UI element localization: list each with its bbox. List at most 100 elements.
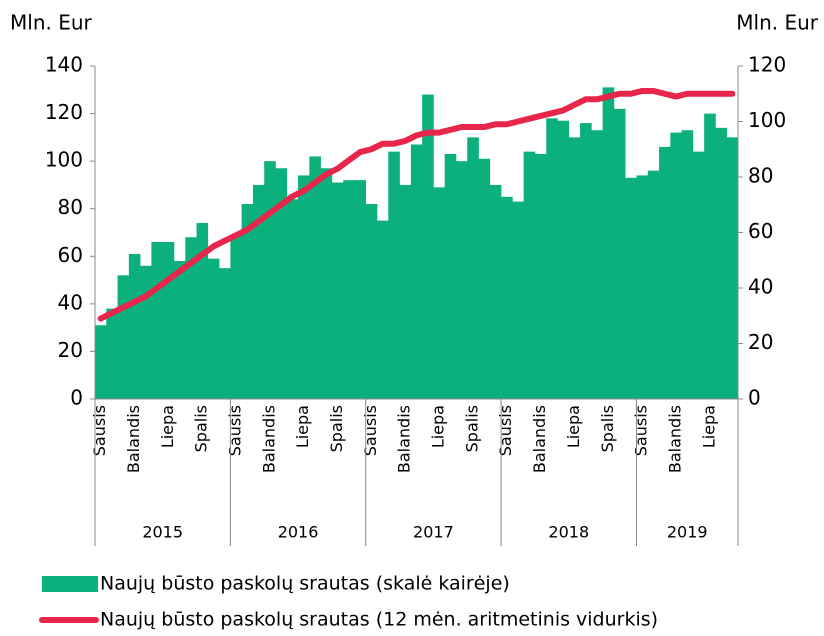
bar — [241, 203, 254, 399]
bar — [433, 187, 446, 399]
x-tick-label: Liepa — [564, 405, 583, 448]
line — [97, 87, 736, 322]
bar — [343, 180, 355, 399]
y2-tick-label: 20 — [748, 330, 773, 354]
bar — [128, 253, 141, 399]
x-tick-label: Balandis — [259, 405, 278, 473]
legend-swatch — [42, 576, 98, 592]
y-tick-label: 40 — [58, 290, 83, 314]
bar — [455, 161, 468, 399]
y-tick-label: 20 — [58, 338, 83, 362]
bar — [331, 182, 344, 399]
x-tick-label: Liepa — [699, 405, 718, 448]
bar — [106, 308, 118, 399]
bar — [546, 118, 558, 399]
y-tick-label: 80 — [58, 195, 83, 219]
x-tick-label: Balandis — [530, 405, 549, 473]
bar — [207, 258, 220, 399]
bar — [298, 175, 310, 399]
bar — [568, 137, 581, 399]
bar — [365, 203, 378, 399]
x-tick-label: Sausis — [361, 405, 380, 456]
x-tick-label: Spalis — [462, 405, 481, 452]
bar — [252, 184, 265, 399]
x-tick-label: Liepa — [293, 405, 312, 448]
x-tick-label: Liepa — [158, 405, 177, 448]
bar — [320, 168, 333, 399]
x-tick-label: Spalis — [192, 405, 211, 452]
bar — [264, 161, 276, 399]
bar — [534, 154, 547, 399]
y-tick-label: 60 — [58, 243, 83, 267]
y2-axis-label: Mln. Eur — [736, 11, 819, 35]
bar — [704, 113, 716, 400]
x-tick-label: Sausis — [632, 405, 651, 456]
year-label: 2017 — [413, 523, 454, 542]
x-tick-label: Sausis — [90, 405, 109, 456]
y2-tick-label: 100 — [748, 108, 786, 132]
bar — [422, 94, 434, 400]
bar — [478, 158, 491, 399]
bar — [715, 127, 728, 399]
bar — [647, 170, 660, 399]
y2-tick-label: 0 — [748, 386, 761, 410]
legend-label: Naujų būsto paskolų srautas (12 mėn. ari… — [100, 609, 658, 631]
bar — [489, 184, 502, 399]
year-label: 2019 — [667, 523, 708, 542]
y-axis-label: Mln. Eur — [10, 11, 93, 35]
bar — [286, 199, 299, 399]
y-tick-label: 120 — [45, 100, 83, 124]
y-tick-label: 0 — [70, 386, 83, 410]
x-tick-label: Balandis — [665, 405, 684, 473]
bar — [523, 151, 536, 399]
bar — [591, 130, 603, 399]
bar — [580, 123, 592, 399]
bar — [399, 184, 412, 399]
x-tick-label: Balandis — [124, 405, 143, 473]
bar — [275, 168, 288, 399]
y2-tick-label: 80 — [748, 164, 773, 188]
bar — [512, 201, 524, 399]
bar — [636, 175, 649, 399]
bar — [185, 237, 197, 399]
bar — [444, 154, 457, 399]
bar — [151, 242, 163, 399]
legend-label: Naujų būsto paskolų srautas (skalė kairė… — [100, 573, 510, 595]
y-tick-label: 140 — [45, 53, 83, 77]
bar — [230, 234, 242, 399]
x-tick-label: Sausis — [496, 405, 515, 456]
y2-tick-label: 60 — [748, 219, 773, 243]
bar — [625, 177, 637, 399]
year-label: 2015 — [142, 523, 183, 542]
y2-tick-label: 120 — [748, 53, 786, 77]
x-tick-label: Balandis — [395, 405, 414, 473]
bar — [162, 242, 175, 399]
year-label: 2018 — [548, 523, 589, 542]
bar — [377, 220, 389, 399]
bar — [173, 261, 186, 399]
x-tick-label: Liepa — [429, 405, 448, 448]
bar — [692, 151, 705, 399]
bar — [140, 265, 152, 399]
bar — [501, 196, 513, 399]
bar — [670, 132, 682, 399]
y2-tick-label: 40 — [748, 275, 773, 299]
bar — [354, 180, 367, 399]
bar — [95, 325, 107, 399]
bar — [602, 87, 615, 400]
bar — [388, 151, 400, 399]
year-label: 2016 — [278, 523, 319, 542]
bar — [726, 137, 739, 399]
bar — [117, 275, 130, 399]
bar — [659, 146, 671, 399]
bar — [196, 222, 209, 399]
bar — [681, 130, 694, 399]
x-tick-label: Spalis — [598, 405, 617, 452]
bar — [219, 268, 231, 399]
bar — [613, 108, 626, 400]
bar — [557, 120, 570, 399]
bar — [309, 156, 321, 399]
bar — [467, 137, 479, 399]
bar — [410, 144, 423, 399]
